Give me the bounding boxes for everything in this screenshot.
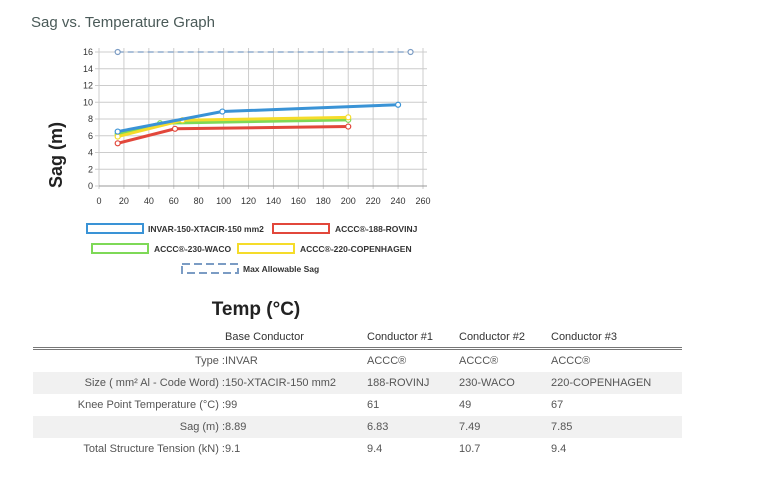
table-row: Sag (m) :8.89 6.83 7.49 7.85 [33, 416, 682, 438]
data-point [394, 101, 402, 108]
table-row: Size ( mm² Al - Code Word) :150-XTACIR-1… [33, 372, 682, 394]
x-tick-label: 220 [366, 196, 381, 206]
table-cell: Total Structure Tension (kN) : [83, 443, 225, 455]
x-tick-label: 200 [341, 196, 356, 206]
table-cell: 150-XTACIR-150 mm2 [225, 372, 367, 394]
table-cell: 61 [367, 399, 380, 411]
legend-swatch [181, 263, 239, 274]
x-tick-label: 180 [316, 196, 331, 206]
data-point [114, 140, 121, 147]
table-cell: Sag (m) : [33, 416, 225, 438]
header-label [33, 327, 225, 350]
legend-swatch [237, 243, 295, 254]
table-cell: Type : [195, 355, 225, 367]
y-tick-label: 0 [88, 181, 93, 191]
x-tick-label: 260 [415, 196, 430, 206]
table-cell: 7.49 [459, 416, 551, 438]
header-c3: Conductor #3 [551, 327, 682, 350]
data-point [114, 48, 121, 56]
table-cell: 49 [459, 399, 472, 411]
table-cell: Size ( mm² Al - Code Word) : [33, 372, 225, 394]
table-row: Total Structure Tension (kN) :9.1 9.4 10.7… [33, 438, 682, 460]
x-tick-label: 0 [96, 196, 101, 206]
header-base: Base Conductor [225, 327, 367, 350]
table-cell: 7.85 [551, 416, 682, 438]
table-cell: 99 [225, 399, 238, 411]
legend-label: ACCC®-188-ROVINJ [335, 224, 418, 234]
table-row: Knee Point Temperature (°C) :99 61 49 67 [33, 394, 682, 416]
legend-swatch [272, 223, 330, 234]
x-tick-label: 100 [216, 196, 231, 206]
y-tick-label: 16 [83, 47, 93, 57]
y-tick-label: 8 [88, 114, 93, 124]
page-title: Sag vs. Temperature Graph [31, 14, 215, 31]
table-cell: Knee Point Temperature (°C) : [77, 399, 225, 411]
table-cell: 230-WACO [459, 372, 551, 394]
x-tick-label: 160 [291, 196, 306, 206]
legend-label: ACCC®-220-COPENHAGEN [300, 244, 412, 254]
sag-temperature-chart: 0 20 40 60 80 100 120 140 160 180 200 220 240 260 0 2 4 6… [46, 47, 431, 320]
data-point [114, 128, 121, 135]
header-c1: Conductor #1 [367, 327, 459, 350]
legend-swatch [86, 223, 144, 234]
data-point [345, 114, 352, 121]
data-point [171, 125, 179, 132]
x-tick-label: 120 [241, 196, 256, 206]
x-tick-label: 140 [266, 196, 281, 206]
x-tick-label: 240 [391, 196, 406, 206]
y-axis-label: Sag (m) [46, 122, 66, 188]
y-tick-label: 2 [88, 164, 93, 174]
table-cell: 10.7 [459, 443, 481, 455]
legend-label: INVAR-150-XTACIR-150 mm2 [148, 224, 264, 234]
x-tick-label: 60 [169, 196, 179, 206]
legend-swatch [91, 243, 149, 254]
data-point [345, 123, 352, 130]
y-tick-label: 6 [88, 131, 93, 141]
data-point [114, 133, 121, 140]
legend-label: ACCC®-230-WACO [154, 244, 231, 254]
x-tick-label: 20 [119, 196, 129, 206]
table-cell: 67 [551, 399, 564, 411]
table-cell: 9.4 [551, 443, 567, 455]
data-point [219, 108, 226, 115]
y-tick-label: 4 [88, 148, 93, 158]
header-c2: Conductor #2 [459, 327, 551, 350]
y-tick-label: 10 [83, 97, 93, 107]
x-tick-label: 80 [194, 196, 204, 206]
table-cell: 220-COPENHAGEN [551, 372, 682, 394]
table-cell: 188-ROVINJ [367, 372, 459, 394]
table-row: Type : INVAR ACCC® ACCC® ACCC® [33, 349, 682, 373]
y-tick-label: 14 [83, 64, 93, 74]
data-point [407, 48, 414, 56]
table-cell: ACCC® [459, 355, 499, 367]
x-axis-label: Temp (°C) [212, 299, 301, 320]
conductor-table: Base Conductor Conductor #1 Conductor #2… [33, 327, 682, 460]
table-cell: 9.1 [225, 443, 241, 455]
table-cell: 9.4 [367, 443, 383, 455]
y-tick-label: 12 [83, 81, 93, 91]
table-cell: ACCC® [367, 355, 407, 367]
table-cell: 8.89 [225, 416, 367, 438]
table-cell: ACCC® [551, 355, 591, 367]
table-cell: INVAR [225, 355, 258, 367]
legend-label: Max Allowable Sag [243, 264, 319, 274]
table-cell: 6.83 [367, 416, 459, 438]
x-tick-label: 40 [144, 196, 154, 206]
